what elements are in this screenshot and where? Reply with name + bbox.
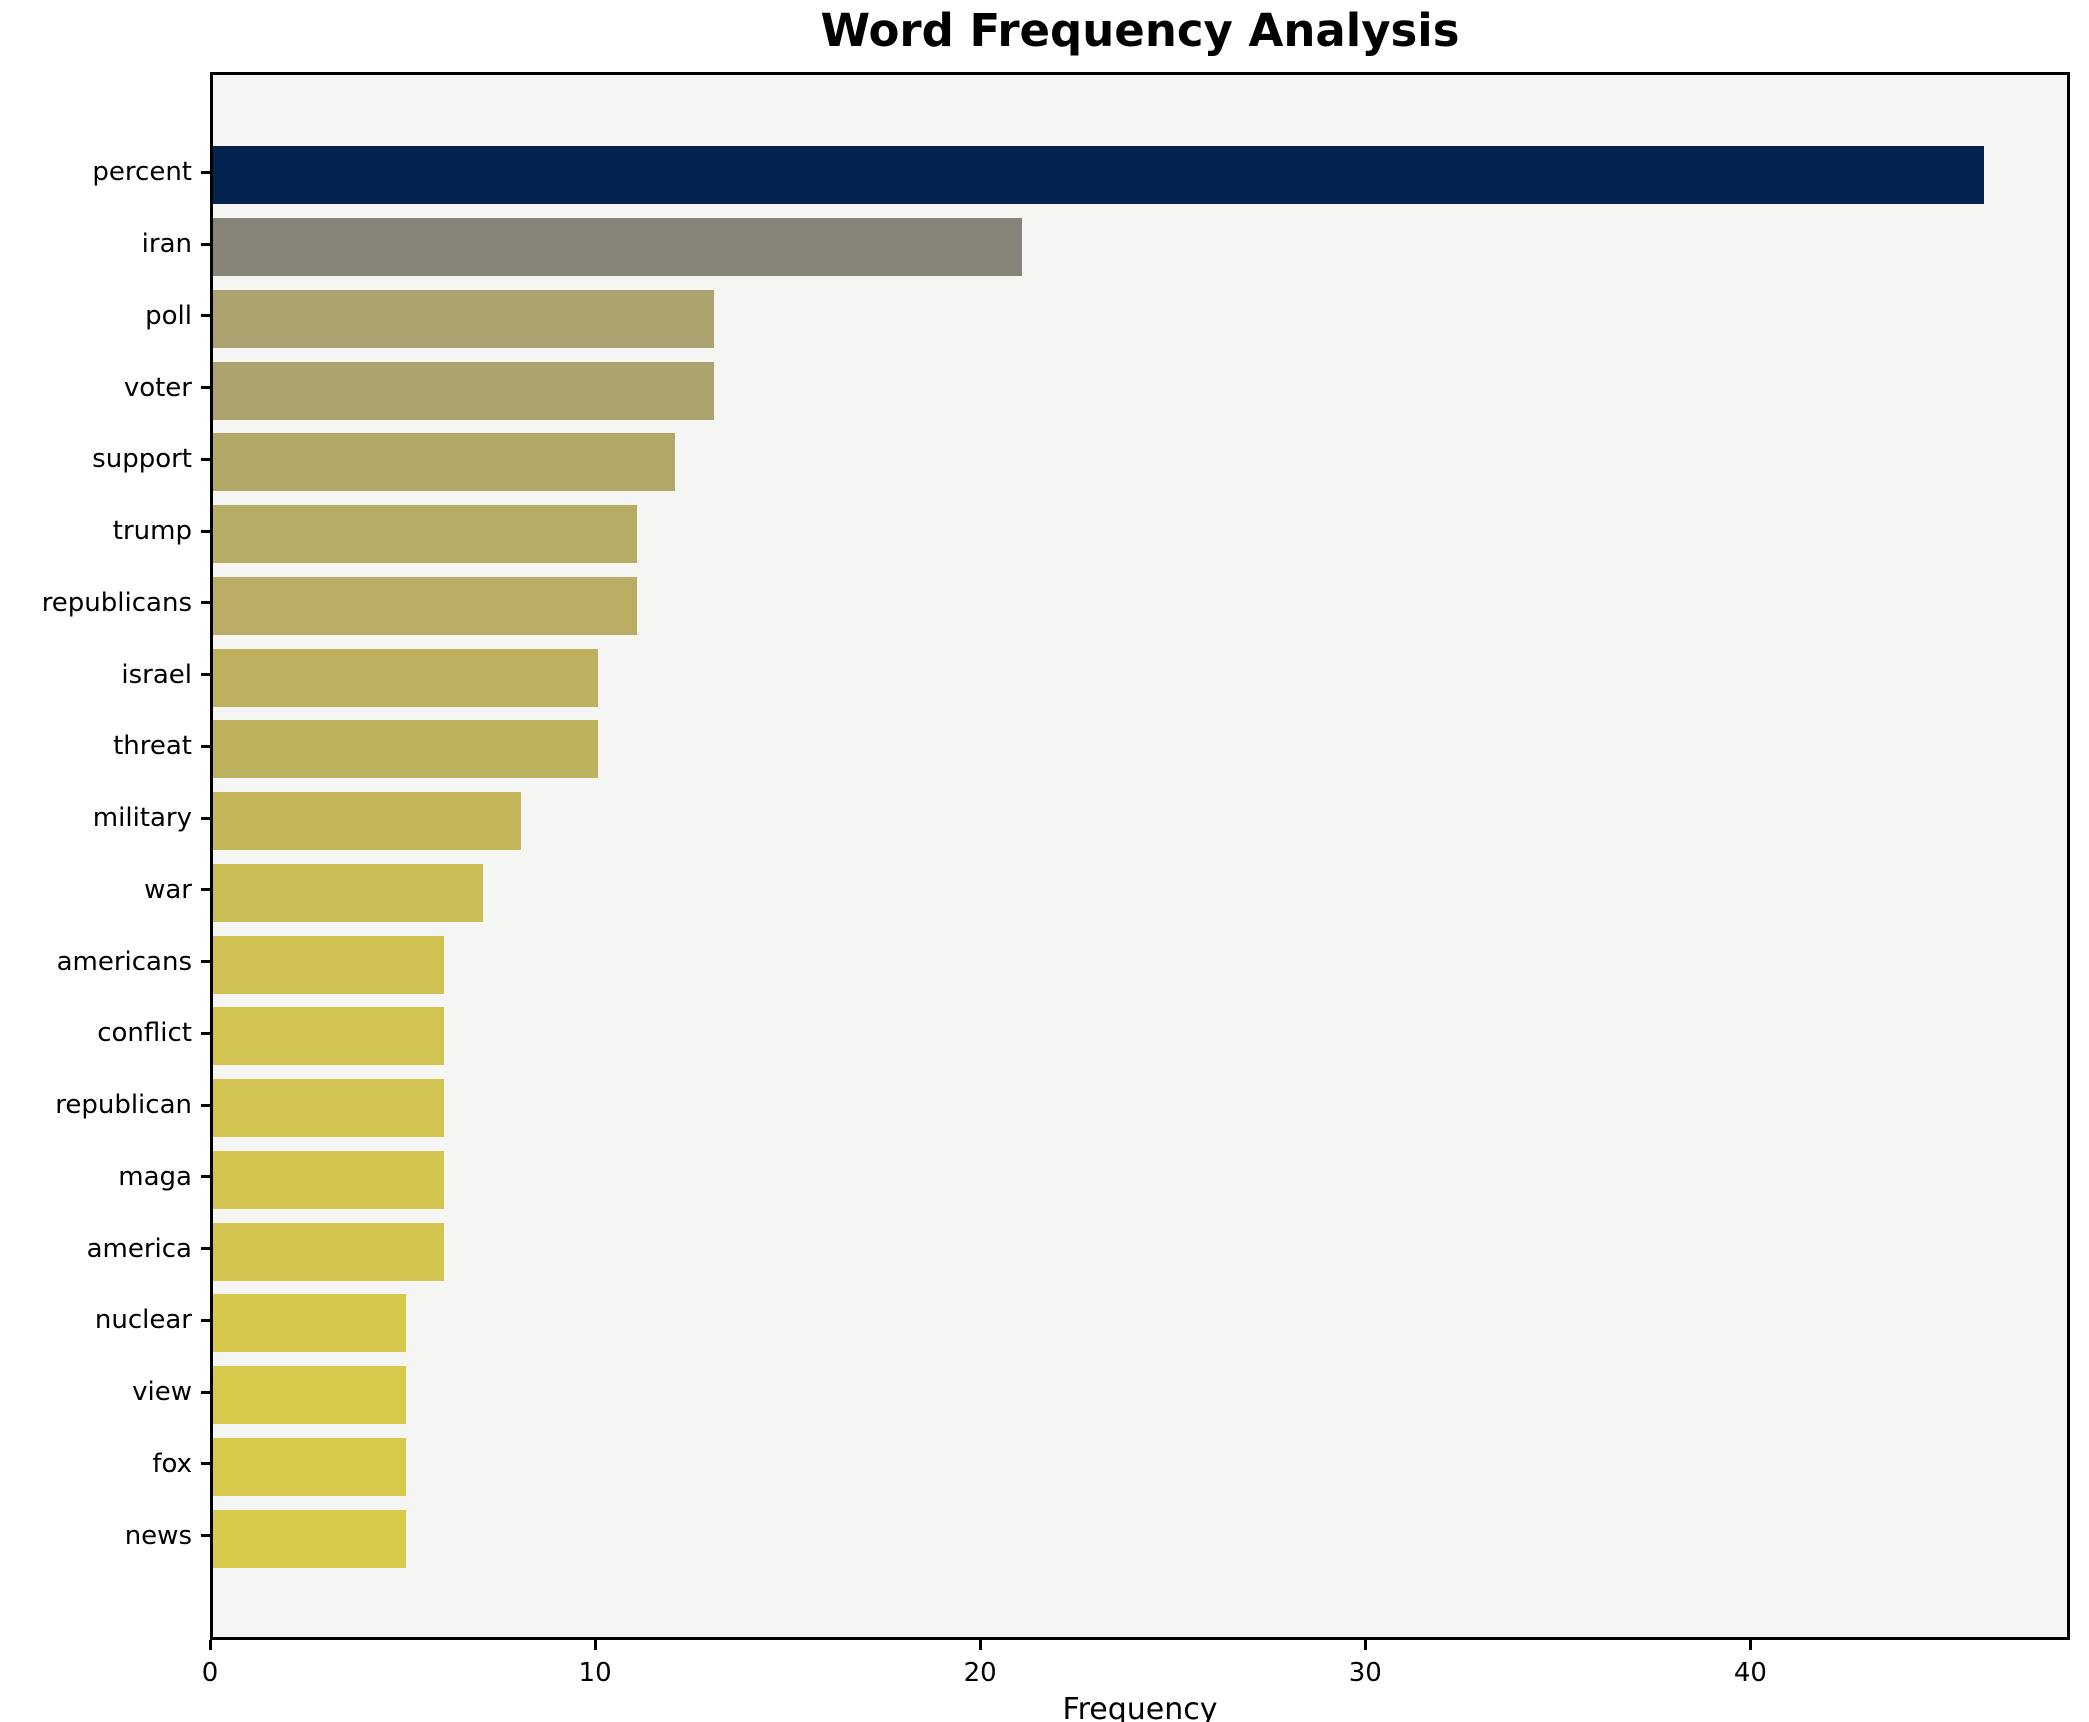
bar-israel (213, 648, 599, 707)
bar-news (213, 1509, 406, 1568)
y-tick-label-conflict: conflict (97, 1018, 192, 1049)
y-tick-label-view: view (132, 1377, 192, 1408)
y-tick-label-fox: fox (152, 1448, 192, 1479)
y-tick-label-maga: maga (118, 1161, 192, 1192)
y-tick-label-threat: threat (113, 731, 192, 762)
y-tick-mark (201, 744, 210, 748)
y-tick-mark (201, 529, 210, 533)
y-tick-label-news: news (124, 1520, 192, 1551)
y-tick-mark (201, 888, 210, 892)
bar-nuclear (213, 1294, 406, 1353)
y-tick-label-trump: trump (112, 516, 192, 547)
y-tick-label-america: america (86, 1233, 192, 1264)
y-tick-label-voter: voter (123, 372, 192, 403)
bar-support (213, 433, 676, 492)
bar-americans (213, 935, 445, 994)
y-tick-mark (201, 314, 210, 318)
bar-percent (213, 146, 1985, 205)
bar-fox (213, 1437, 406, 1496)
x-tick-mark (978, 1640, 982, 1650)
x-tick-mark (593, 1640, 597, 1650)
y-tick-label-war: war (144, 874, 192, 905)
x-tick-mark (1363, 1640, 1367, 1650)
bar-maga (213, 1150, 445, 1209)
y-tick-mark (201, 673, 210, 677)
y-tick-mark (201, 457, 210, 461)
y-tick-label-iran: iran (141, 229, 192, 260)
y-tick-label-support: support (92, 444, 192, 475)
y-tick-mark (201, 1534, 210, 1538)
y-tick-mark (201, 1462, 210, 1466)
y-tick-mark (201, 386, 210, 390)
x-tick-mark (208, 1640, 212, 1650)
y-tick-mark (201, 816, 210, 820)
y-tick-mark (201, 960, 210, 964)
y-tick-mark (201, 1247, 210, 1251)
bar-republican (213, 1079, 445, 1138)
plot-area (210, 72, 2070, 1640)
y-tick-mark (201, 170, 210, 174)
bar-america (213, 1222, 445, 1281)
bar-military (213, 792, 522, 851)
bar-conflict (213, 1007, 445, 1066)
x-tick-label-10: 10 (578, 1658, 612, 1688)
y-tick-label-americans: americans (56, 946, 192, 977)
x-axis-label: Frequency (1062, 1692, 1218, 1722)
x-tick-label-40: 40 (1733, 1658, 1767, 1688)
y-tick-mark (201, 1175, 210, 1179)
bar-iran (213, 218, 1022, 277)
bar-republicans (213, 576, 637, 635)
bar-voter (213, 361, 714, 420)
y-tick-mark (201, 1031, 210, 1035)
x-tick-label-0: 0 (201, 1658, 219, 1688)
y-tick-label-israel: israel (121, 659, 192, 690)
y-tick-mark (201, 1390, 210, 1394)
y-tick-mark (201, 601, 210, 605)
y-tick-label-nuclear: nuclear (94, 1305, 192, 1336)
y-tick-label-republicans: republicans (41, 587, 192, 618)
y-tick-label-republican: republican (55, 1090, 192, 1121)
bar-view (213, 1366, 406, 1425)
bar-trump (213, 505, 637, 564)
y-tick-label-military: military (92, 803, 192, 834)
x-tick-label-30: 30 (1348, 1658, 1382, 1688)
chart-title: Word Frequency Analysis (820, 4, 1460, 57)
y-tick-label-poll: poll (145, 300, 192, 331)
bar-threat (213, 720, 599, 779)
y-tick-label-percent: percent (92, 157, 192, 188)
bar-poll (213, 289, 714, 348)
x-tick-mark (1748, 1640, 1752, 1650)
y-tick-mark (201, 1103, 210, 1107)
bar-war (213, 863, 483, 922)
y-tick-mark (201, 1318, 210, 1322)
x-tick-label-20: 20 (963, 1658, 997, 1688)
y-tick-mark (201, 242, 210, 246)
